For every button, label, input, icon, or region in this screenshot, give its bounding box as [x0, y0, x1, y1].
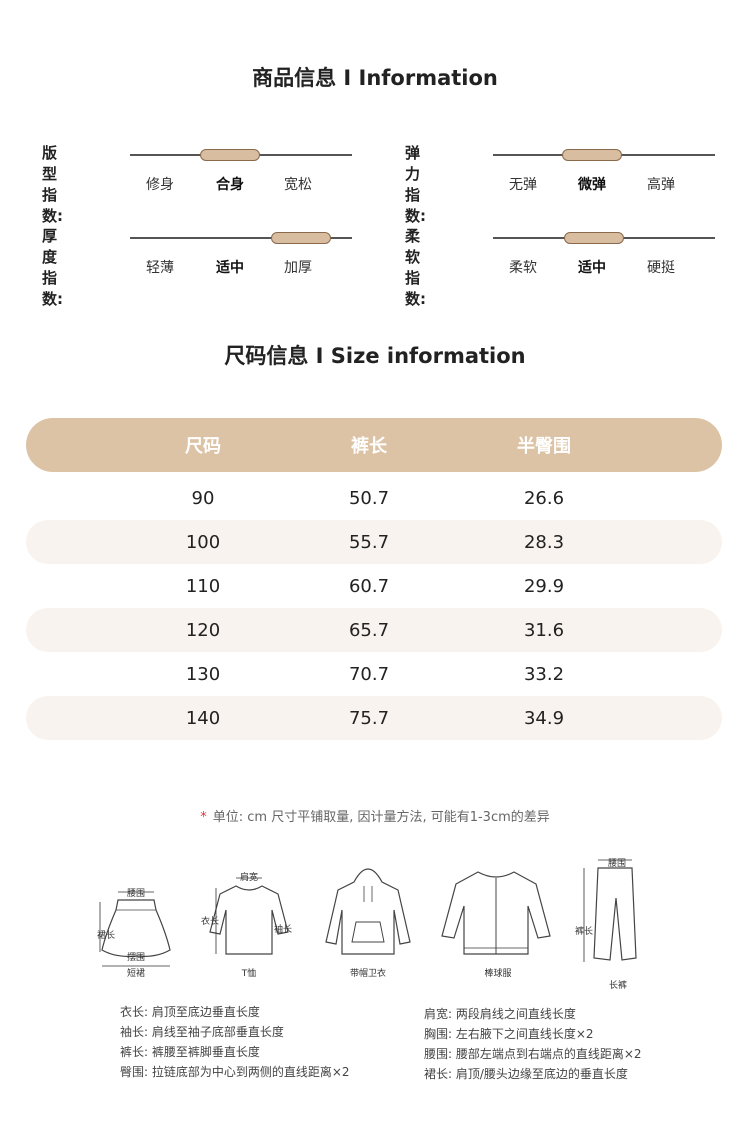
cell-size: 130	[185, 663, 221, 685]
legend-item: 裤长: 裤腰至裤脚垂直长度	[120, 1045, 260, 1059]
cell-size: 120	[185, 619, 221, 641]
fit-option-slim: 修身	[146, 177, 174, 193]
cell-pants-length: 55.7	[348, 531, 390, 553]
thickness-option-medium: 适中	[216, 260, 244, 276]
thickness-index-label: 厚度指数:	[42, 227, 63, 308]
elasticity-option-slight: 微弹	[578, 177, 606, 193]
pants-diagram-icon	[583, 859, 637, 962]
fit-option-regular: 合身	[216, 177, 244, 193]
cell-size: 90	[191, 487, 215, 509]
softness-option-stiff: 硬挺	[647, 260, 675, 276]
elasticity-option-none: 无弹	[509, 177, 537, 193]
table-row: 130 70.7 33.2	[26, 652, 722, 696]
header-half-hip: 半臀围	[517, 436, 571, 457]
cell-pants-length: 50.7	[348, 487, 390, 509]
softness-index-label: 柔软指数:	[405, 227, 426, 308]
legend-item: 裙长: 肩顶/腰头边缘至底边的垂直长度	[424, 1067, 628, 1081]
size-info-title: 尺码信息 I Size information	[224, 344, 526, 368]
cell-half-hip: 26.6	[523, 487, 565, 509]
legend-item: 腰围: 腰部左端点到右端点的直线距离×2	[424, 1047, 642, 1061]
cell-half-hip: 28.3	[523, 531, 565, 553]
cell-pants-length: 60.7	[348, 575, 390, 597]
legend-left: 衣长: 肩顶至底边垂直长度 袖长: 肩线至袖子底部垂直长度 裤长: 裤腰至裤脚垂…	[120, 1002, 350, 1082]
legend-item: 肩宽: 两段肩线之间直线长度	[424, 1007, 576, 1021]
skirt-caption: 短裙	[126, 969, 145, 979]
pants-label-waist: 腰围	[607, 859, 626, 869]
table-row: 110 60.7 29.9	[26, 564, 722, 608]
legend-item: 臀围: 拉链底部为中心到两侧的直线距离×2	[120, 1065, 350, 1079]
table-row: 90 50.7 26.6	[26, 476, 722, 520]
cell-half-hip: 31.6	[523, 619, 565, 641]
size-table-header: 尺码 裤长 半臀围	[26, 418, 722, 472]
fit-index-label: 版型指数:	[42, 144, 63, 225]
size-table: 尺码 裤长 半臀围 90 50.7 26.6 100 55.7 28.3 110…	[26, 418, 722, 740]
cell-size: 110	[185, 575, 221, 597]
cell-pants-length: 70.7	[348, 663, 390, 685]
softness-option-soft: 柔软	[509, 260, 537, 276]
elasticity-index-marker	[562, 149, 622, 161]
measurement-note: * 单位: cm 尺寸平铺取量, 因计量方法, 可能有1-3cm的差异	[0, 806, 750, 825]
cell-half-hip: 33.2	[523, 663, 565, 685]
skirt-diagram-icon	[99, 891, 171, 967]
tshirt-caption: T恤	[241, 969, 257, 979]
jacket-caption: 棒球服	[484, 969, 512, 979]
legend-item: 胸围: 左右腋下之间直线长度×2	[424, 1027, 594, 1041]
skirt-label-length: 裙长	[96, 931, 115, 941]
cell-size: 100	[185, 531, 221, 553]
hoodie-diagram-icon	[325, 868, 411, 955]
legend-right: 肩宽: 两段肩线之间直线长度 胸围: 左右腋下之间直线长度×2 腰围: 腰部左端…	[424, 1004, 642, 1084]
thickness-index-marker	[271, 232, 331, 244]
jacket-diagram-icon	[441, 871, 551, 955]
elasticity-option-high: 高弹	[647, 177, 675, 193]
legend-item: 衣长: 肩顶至底边垂直长度	[120, 1005, 260, 1019]
tshirt-label-shoulder: 肩宽	[239, 873, 258, 883]
header-size: 尺码	[185, 436, 221, 457]
hoodie-caption: 带帽卫衣	[349, 969, 386, 979]
table-row: 100 55.7 28.3	[26, 520, 722, 564]
pants-label-length: 裤长	[574, 927, 593, 937]
pants-caption: 长裤	[608, 981, 627, 991]
elasticity-index-label: 弹力指数:	[405, 144, 426, 225]
legend-item: 袖长: 肩线至袖子底部垂直长度	[120, 1025, 284, 1039]
softness-index-marker	[564, 232, 624, 244]
cell-pants-length: 75.7	[348, 707, 390, 729]
thickness-option-thin: 轻薄	[146, 260, 174, 276]
thickness-index-track	[130, 237, 352, 239]
note-star-icon: *	[200, 810, 207, 825]
cell-size: 140	[185, 707, 221, 729]
product-info-title: 商品信息 I Information	[252, 66, 498, 90]
tshirt-label-length: 衣长	[200, 917, 219, 927]
thickness-option-thick: 加厚	[284, 260, 312, 276]
fit-index-marker	[200, 149, 260, 161]
softness-option-medium: 适中	[578, 260, 606, 276]
fit-option-loose: 宽松	[284, 177, 312, 193]
cell-half-hip: 34.9	[523, 707, 565, 729]
table-row: 120 65.7 31.6	[26, 608, 722, 652]
table-row: 140 75.7 34.9	[26, 696, 722, 740]
skirt-label-hem: 摆围	[126, 953, 145, 963]
tshirt-label-sleeve: 袖长	[273, 925, 292, 935]
header-pants-length: 裤长	[351, 436, 387, 457]
tshirt-diagram-icon	[209, 877, 289, 955]
skirt-label-waist: 腰围	[126, 889, 145, 899]
note-text: 单位: cm 尺寸平铺取量, 因计量方法, 可能有1-3cm的差异	[212, 810, 550, 825]
cell-half-hip: 29.9	[523, 575, 565, 597]
cell-pants-length: 65.7	[348, 619, 390, 641]
